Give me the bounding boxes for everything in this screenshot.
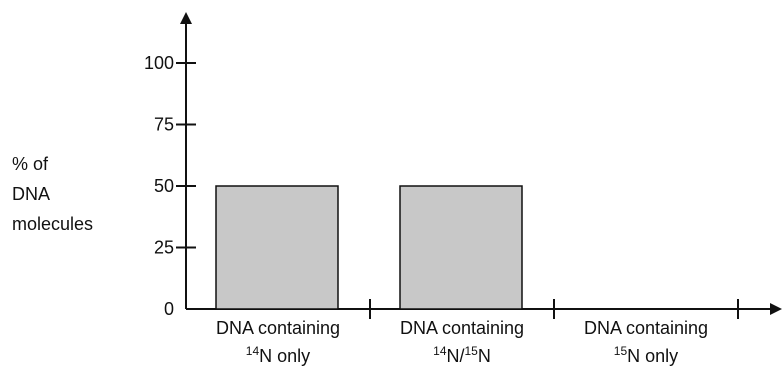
x-category-labels: DNA containing 14N only DNA containing 14N/… <box>216 318 708 366</box>
y-tick-label: 25 <box>154 238 174 258</box>
y-tick-label: 100 <box>144 53 174 73</box>
y-axis-label-line-2: DNA <box>12 184 50 204</box>
x-category-label-line-2: 14N/15N <box>433 344 491 366</box>
y-tick-label: 0 <box>164 299 174 319</box>
bar-1 <box>215 185 339 310</box>
x-category-label-line-2: 15N only <box>614 344 678 366</box>
bars <box>215 185 523 310</box>
y-ticks: 0 25 50 75 100 <box>144 53 196 319</box>
y-axis-label-line-1: % of <box>12 154 49 174</box>
x-category-separators <box>369 299 739 319</box>
y-tick-label: 75 <box>154 115 174 135</box>
bar-2 <box>399 185 523 310</box>
x-category-label-line-2: 14N only <box>246 344 310 366</box>
x-category-label-line-1: DNA containing <box>400 318 524 338</box>
x-category-label-line-1: DNA containing <box>216 318 340 338</box>
y-tick-label: 50 <box>154 176 174 196</box>
x-category-label-line-1: DNA containing <box>584 318 708 338</box>
y-axis-label-line-3: molecules <box>12 214 93 234</box>
